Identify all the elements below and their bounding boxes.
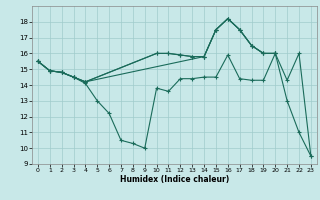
X-axis label: Humidex (Indice chaleur): Humidex (Indice chaleur) bbox=[120, 175, 229, 184]
